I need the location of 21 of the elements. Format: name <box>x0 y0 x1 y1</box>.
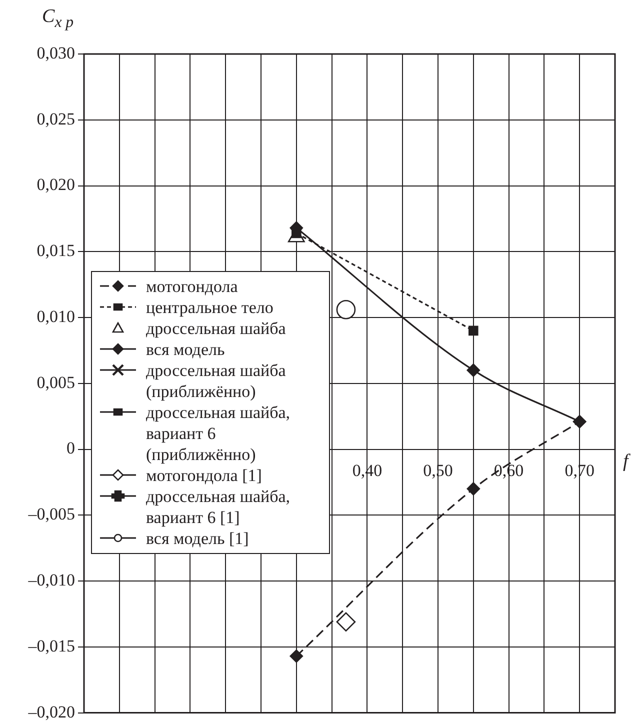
y-tick-label: 0,025 <box>36 109 75 128</box>
y-tick-label: 0,020 <box>36 175 75 194</box>
legend-label: центральное тело <box>146 297 274 318</box>
y-tick-label: 0,010 <box>36 306 75 326</box>
y-tick-label: 0,015 <box>36 241 75 260</box>
legend-label: дроссельная шайба <box>146 318 286 339</box>
y-tick-label: –0,010 <box>27 570 75 590</box>
legend-label: дроссельная шайба (приближённо) <box>146 360 287 402</box>
legend-label: вся модель <box>146 339 225 360</box>
y-tick-label: 0 <box>66 438 75 458</box>
legend-label: дроссельная шайба, вариант 6 (приближённо) <box>146 402 292 465</box>
legend-label: мотогондола <box>146 276 238 297</box>
legend-label: вся модель [1] <box>146 528 249 549</box>
y-axis-title: C$_{x p}$ <box>42 6 74 32</box>
y-tick-label: 0,005 <box>36 372 75 392</box>
legend-label: мотогондола [1] <box>146 465 262 486</box>
y-tick-label: 0,030 <box>36 43 75 62</box>
x-axis-title: f <box>623 451 628 474</box>
y-tick-label: –0,020 <box>27 702 75 722</box>
y-tick-label: –0,005 <box>27 504 75 524</box>
y-tick-label: –0,015 <box>27 636 75 656</box>
